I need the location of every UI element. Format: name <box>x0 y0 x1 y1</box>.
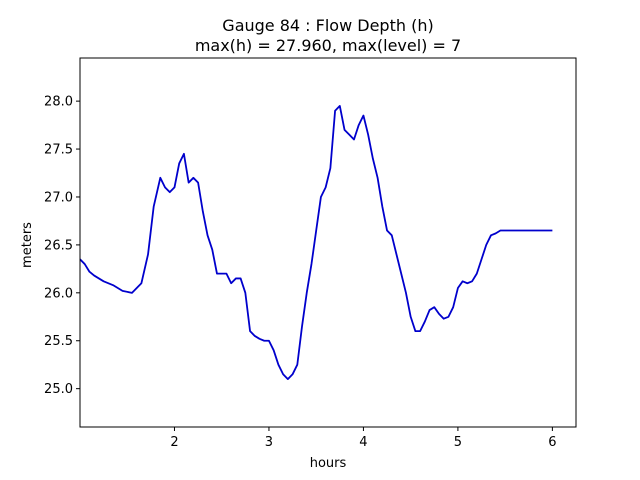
y-tick-label-4: 27.0 <box>44 190 73 205</box>
chart-title-line2: max(h) = 27.960, max(level) = 7 <box>195 36 461 55</box>
x-tick-label-3: 5 <box>454 435 462 450</box>
y-tick-label-5: 27.5 <box>44 143 73 158</box>
series-line-0 <box>79 105 553 380</box>
x-axis-label: hours <box>310 456 347 471</box>
x-tick-label-4: 6 <box>548 435 556 450</box>
y-tick-label-1: 25.5 <box>44 334 73 349</box>
y-tick-label-6: 28.0 <box>44 95 73 110</box>
y-axis-label: meters <box>20 222 35 268</box>
y-tick-label-2: 26.0 <box>44 286 73 301</box>
plot-frame <box>79 57 577 428</box>
y-tick-label-3: 26.5 <box>44 238 73 253</box>
y-tick-label-0: 25.0 <box>44 382 73 397</box>
plot-area: 2 3 4 5 6 25.0 25.5 26.0 26.5 27.0 27.5 28.0 <box>44 57 577 450</box>
x-tick-label-2: 4 <box>359 435 367 450</box>
x-tick-label-1: 3 <box>265 435 273 450</box>
chart-title-line1: Gauge 84 : Flow Depth (h) <box>222 16 433 35</box>
x-tick-label-0: 2 <box>170 435 178 450</box>
